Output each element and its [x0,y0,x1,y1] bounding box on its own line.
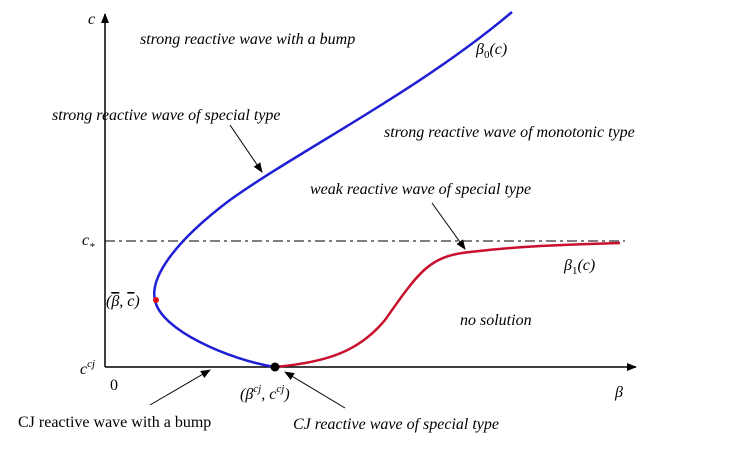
region-label: weak reactive wave of special type [310,181,531,198]
region-label: strong reactive wave of special type [52,107,281,124]
point-cj-label: (βcj, ccj) [240,383,290,403]
point-cj [270,362,280,372]
arrow [284,371,346,409]
y-axis-label: c [88,11,95,28]
arrow [431,202,466,250]
beta0-curve [153,11,513,369]
region-label: CJ reactive wave of special type [293,416,499,433]
beta1-curve [274,241,621,369]
arrow [229,124,263,173]
region-label: strong reactive wave of monotonic type [384,124,635,141]
region-label: CJ reactive wave with a bump [18,414,211,431]
point-bar [153,297,159,303]
x-axis-label: β [614,384,623,401]
c-star-label: c* [82,232,95,253]
point-bar-label: (β, c) [106,293,140,310]
arrow [149,369,211,406]
beta0-label: β0(c) [475,41,507,61]
c-cj-label: ccj [80,358,95,378]
beta1-label: β1(c) [563,257,595,277]
region-label: strong reactive wave with a bump [140,31,355,48]
origin-label: 0 [110,377,118,394]
region-label: no solution [460,312,532,329]
